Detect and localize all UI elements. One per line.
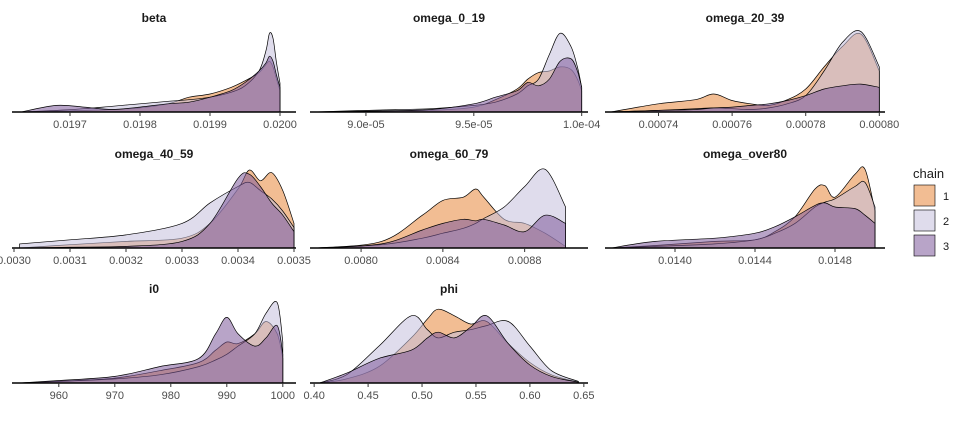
legend-entry-3: 3 bbox=[913, 234, 949, 257]
tick-label: 0.0084 bbox=[426, 255, 460, 267]
tick-label: 0.00074 bbox=[639, 119, 679, 131]
tick-label: 960 bbox=[50, 390, 68, 402]
tick-label: 0.55 bbox=[465, 390, 486, 402]
legend-entry-1: 1 bbox=[913, 184, 949, 207]
tick-label: 9.0e-05 bbox=[347, 119, 384, 131]
legend-label: 3 bbox=[943, 241, 949, 253]
panel-title: phi bbox=[440, 282, 458, 296]
legend: chain 1 2 3 bbox=[913, 166, 949, 257]
panel-omega-20-39: omega_20_39 0.00074 0.00076 0.00078 0.00080 bbox=[605, 11, 899, 131]
panel-omega-over80: omega_over80 0.0140 0.0144 0.0148 bbox=[605, 147, 885, 267]
panel-title: i0 bbox=[149, 282, 159, 296]
panel-beta: beta 0.0197 0.0198 0.0199 0.0200 bbox=[12, 11, 297, 131]
legend-swatch bbox=[913, 209, 936, 232]
tick-label: 0.60 bbox=[519, 390, 540, 402]
density-chain-3 bbox=[20, 55, 281, 113]
tick-label: 0.45 bbox=[357, 390, 378, 402]
legend-label: 2 bbox=[943, 216, 949, 228]
density-chain-3 bbox=[319, 314, 579, 384]
tick-label: 0.0198 bbox=[123, 119, 157, 131]
tick-label: 0.0148 bbox=[818, 255, 852, 267]
density-chain-3 bbox=[610, 83, 880, 113]
tick-label: 0.0034 bbox=[221, 255, 255, 267]
legend-entry-2: 2 bbox=[913, 209, 949, 232]
panel-title: omega_40_59 bbox=[115, 147, 194, 161]
tick-label: 0.00080 bbox=[859, 119, 899, 131]
tick-label: 1000 bbox=[271, 390, 295, 402]
density-chain-3 bbox=[19, 172, 295, 249]
panel-title: omega_20_39 bbox=[706, 11, 785, 25]
tick-label: 970 bbox=[106, 390, 124, 402]
legend-items: 1 2 3 bbox=[913, 184, 949, 257]
tick-label: 1.0e-04 bbox=[563, 119, 600, 131]
density-chain-3 bbox=[19, 317, 284, 384]
panel-title: beta bbox=[142, 11, 167, 25]
tick-label: 0.0080 bbox=[344, 255, 378, 267]
legend-swatch bbox=[913, 234, 936, 257]
tick-label: 0.50 bbox=[411, 390, 432, 402]
density-chain-3 bbox=[316, 214, 566, 249]
tick-label: 0.40 bbox=[303, 390, 324, 402]
tick-label: 0.0031 bbox=[53, 255, 87, 267]
panel-phi: phi 0.40 0.45 0.50 0.55 0.60 0.65 bbox=[303, 282, 594, 402]
density-chain-3 bbox=[314, 57, 583, 113]
tick-label: 0.0033 bbox=[165, 255, 199, 267]
panel-i0: i0 960 970 980 990 1000 bbox=[12, 282, 296, 402]
panel-title: omega_0_19 bbox=[413, 11, 485, 25]
density-chain-3 bbox=[610, 202, 876, 249]
tick-label: 0.0144 bbox=[738, 255, 772, 267]
tick-label: 0.0088 bbox=[508, 255, 542, 267]
panel-omega-0-19: omega_0_19 9.0e-05 9.5e-05 1.0e-04 bbox=[310, 11, 600, 131]
panel-title: omega_over80 bbox=[703, 147, 787, 161]
panel-omega-40-59: omega_40_59 0.0030 0.0031 0.0032 0.0033 0.003… bbox=[0, 147, 311, 267]
tick-label: 0.0197 bbox=[53, 119, 87, 131]
panel-omega-60-79: omega_60_79 0.0080 0.0084 0.0088 bbox=[310, 147, 588, 267]
tick-label: 0.0199 bbox=[193, 119, 227, 131]
tick-label: 0.0140 bbox=[658, 255, 692, 267]
legend-title: chain bbox=[913, 166, 944, 181]
tick-label: 0.0035 bbox=[277, 255, 311, 267]
tick-label: 990 bbox=[218, 390, 236, 402]
tick-label: 0.0200 bbox=[263, 119, 297, 131]
legend-label: 1 bbox=[943, 191, 949, 203]
tick-label: 0.00076 bbox=[712, 119, 752, 131]
tick-label: 0.0030 bbox=[0, 255, 31, 267]
tick-label: 980 bbox=[162, 390, 180, 402]
panels-group: beta 0.0197 0.0198 0.0199 0.0200 omega_0_19 9.… bbox=[0, 11, 899, 402]
legend-swatch bbox=[913, 184, 936, 207]
panel-title: omega_60_79 bbox=[410, 147, 489, 161]
tick-label: 0.0032 bbox=[109, 255, 143, 267]
tick-label: 9.5e-05 bbox=[455, 119, 492, 131]
tick-label: 0.65 bbox=[573, 390, 594, 402]
tick-label: 0.00078 bbox=[786, 119, 826, 131]
